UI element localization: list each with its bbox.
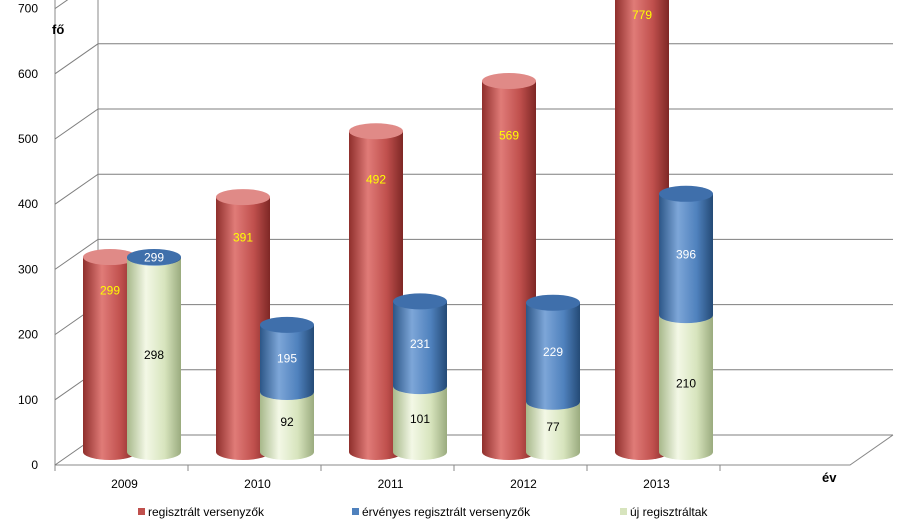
bar-red: [615, 0, 669, 460]
bar-red: [482, 73, 536, 461]
bar-red-body: [216, 197, 270, 460]
data-label-red: 779: [632, 8, 652, 22]
bar-red-top: [349, 123, 403, 140]
data-label-red: 299: [100, 283, 120, 297]
bar-blue-body: [659, 193, 713, 324]
floor-edge: [55, 434, 894, 466]
bar-green-body: [659, 315, 713, 460]
data-label-blue: 396: [676, 247, 696, 261]
y-axis-ticks: 0100200300400500600700800: [18, 2, 38, 472]
bar-blue-top: [393, 293, 447, 310]
legend: regisztrált versenyzők érvényes regisztrá…: [138, 505, 708, 519]
y-tick-label: 100: [18, 393, 38, 407]
legend-item: regisztrált versenyzők: [138, 505, 265, 519]
data-label-red: 569: [499, 129, 519, 143]
bar-blue: [659, 185, 713, 324]
bar-red-body: [615, 0, 669, 460]
bar-blue-top: [260, 316, 314, 333]
y-tick-label: 400: [18, 197, 38, 211]
data-label-green: 77: [546, 420, 560, 434]
gridline: [54, 173, 893, 205]
bar-green-body: [526, 401, 580, 460]
data-label-red: 391: [233, 231, 253, 245]
data-label-green: 298: [144, 348, 164, 362]
y-tick-label: 500: [18, 132, 38, 146]
bar-red-top: [216, 189, 270, 206]
x-axis-ticks: 2009 2010 2011 2012 2013: [54, 465, 721, 491]
bar-green-body: [393, 386, 447, 460]
bar-blue-body: [260, 324, 314, 401]
bar-blue-top: [659, 185, 713, 202]
data-label-green: 101: [410, 412, 430, 426]
y-tick-label: 300: [18, 262, 38, 276]
bar-red: [216, 189, 270, 460]
bar-red-body: [349, 131, 403, 460]
bar-red: [83, 249, 137, 460]
x-tick-label: 2009: [111, 477, 138, 491]
bar-red-body: [482, 81, 536, 461]
legend-label: regisztrált versenyzők: [148, 505, 265, 519]
data-label-blue: 229: [543, 345, 563, 359]
gridline: [54, 108, 893, 140]
legend-item: új regisztráltak: [620, 505, 708, 519]
bar-red-body: [83, 257, 137, 460]
data-label-green: 210: [676, 377, 696, 391]
bar-red: [349, 123, 403, 460]
bar-green-body: [260, 392, 314, 460]
bar-blue-top: [127, 249, 181, 266]
bar-blue-body: [393, 301, 447, 395]
bar-blue: [393, 293, 447, 395]
bars: 299 299 298 391 195 92 492 231 101 569 229 77 779 396…: [83, 0, 713, 461]
x-tick-label: 2012: [510, 477, 537, 491]
x-tick-label: 2013: [643, 477, 670, 491]
gridline: [54, 0, 69, 10]
bar-red-top: [482, 73, 536, 90]
legend-label: új regisztráltak: [630, 505, 708, 519]
data-label-red: 492: [366, 173, 386, 187]
bar-blue-body: [526, 302, 580, 410]
y-tick-label: 600: [18, 67, 38, 81]
legend-swatch: [352, 508, 359, 515]
legend-swatch: [620, 508, 627, 515]
data-label-blue: 299: [144, 250, 164, 264]
gridline: [54, 43, 893, 75]
bar-blue-top: [526, 294, 580, 311]
legend-item: érvényes regisztrált versenyzők: [352, 505, 531, 519]
x-axis-title: év: [822, 470, 837, 485]
legend-swatch: [138, 508, 145, 515]
bar-red-top: [83, 249, 137, 266]
x-tick-label: 2010: [244, 477, 271, 491]
bar-green-body: [127, 257, 181, 460]
y-tick-label: 0: [31, 458, 38, 472]
y-tick-label: 700: [18, 2, 38, 16]
bar-blue: [260, 316, 314, 401]
data-label-green: 92: [280, 415, 294, 429]
y-tick-label: 200: [18, 328, 38, 342]
data-label-blue: 195: [277, 351, 297, 365]
y-axis-title: fő: [52, 22, 64, 37]
x-tick-label: 2011: [378, 477, 404, 491]
data-label-blue: 231: [410, 337, 430, 351]
bar-blue: [526, 294, 580, 410]
legend-label: érvényes regisztrált versenyzők: [362, 505, 531, 519]
bar-blue: [127, 249, 181, 266]
